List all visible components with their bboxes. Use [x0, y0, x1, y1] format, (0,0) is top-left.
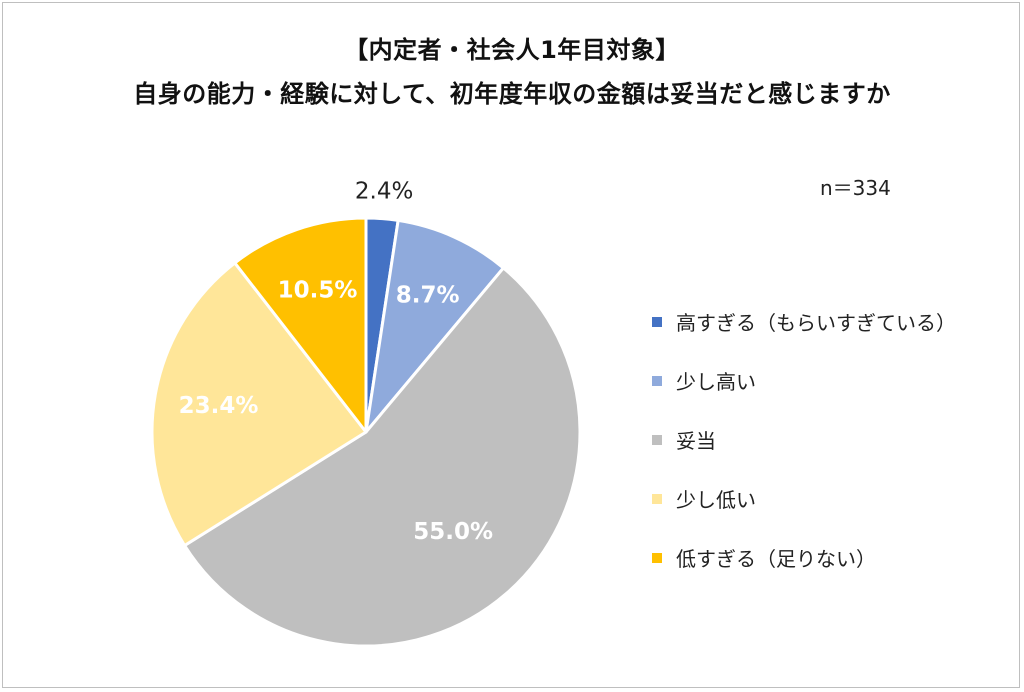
- pie-slice-1: [364, 218, 505, 434]
- chart-title-line1: 【内定者・社会人1年目対象】: [344, 36, 680, 64]
- legend-swatch: [652, 552, 662, 563]
- pie-slice-3: [150, 261, 368, 548]
- pie-data-label-0: 2.4%: [355, 179, 413, 205]
- legend-item-0: 高すぎる（もらいすぎている）: [652, 292, 992, 351]
- legend-item-1: 少し高い: [652, 351, 992, 410]
- legend-swatch: [652, 493, 662, 504]
- pie-data-label-3: 23.4%: [179, 393, 259, 419]
- legend-swatch: [652, 316, 662, 327]
- pie-data-label-4: 10.5%: [278, 277, 358, 303]
- legend-label: 高すぎる（もらいすぎている）: [676, 311, 956, 335]
- legend-swatch: [652, 434, 662, 445]
- chart-title-line2: 自身の能力・経験に対して、初年度年収の金額は妥当だと感じますか: [133, 80, 891, 108]
- pie-slice-4: [233, 216, 368, 434]
- legend: 高すぎる（もらいすぎている） 少し高い妥当少し低い低すぎる（足りない）: [652, 292, 992, 587]
- legend-item-4: 低すぎる（足りない）: [652, 528, 992, 587]
- legend-label: 低すぎる（足りない）: [676, 547, 876, 571]
- legend-swatch: [652, 375, 662, 386]
- pie-data-label-1: 8.7%: [396, 282, 460, 308]
- legend-label: 少し高い: [676, 370, 756, 394]
- pie-slice-2: [183, 266, 582, 648]
- legend-label: 妥当: [676, 429, 716, 453]
- pie-data-label-2: 55.0%: [413, 519, 493, 545]
- legend-item-2: 妥当: [652, 410, 992, 469]
- legend-label: 少し低い: [676, 488, 756, 512]
- sample-size-label: n＝334: [820, 176, 891, 200]
- legend-item-3: 少し低い: [652, 469, 992, 528]
